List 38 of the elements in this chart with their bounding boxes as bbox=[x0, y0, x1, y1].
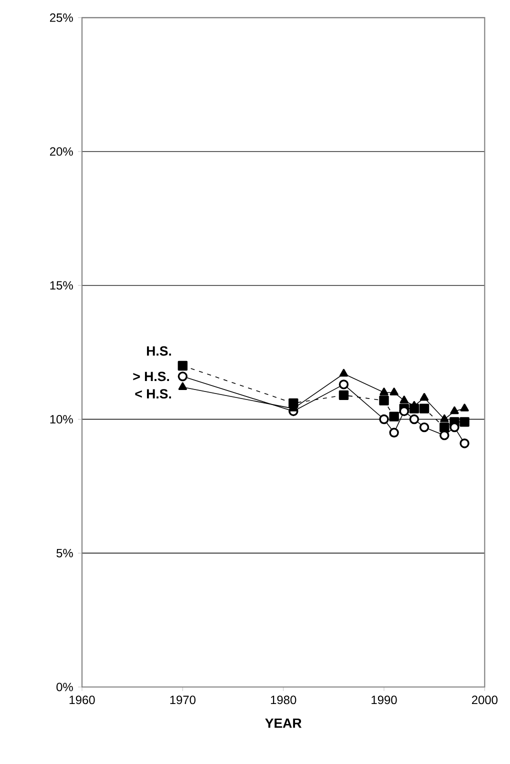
y-tick-label: 15% bbox=[50, 281, 73, 290]
series-label: < H.S. bbox=[135, 389, 172, 399]
point bbox=[339, 368, 348, 377]
point bbox=[379, 414, 389, 424]
point bbox=[178, 382, 187, 390]
y-tick-label: 10% bbox=[50, 415, 73, 424]
series-label: > H.S. bbox=[133, 372, 169, 382]
point bbox=[389, 428, 399, 438]
series-label: H.S. bbox=[146, 346, 172, 356]
point bbox=[419, 404, 430, 414]
y-tick-label: 5% bbox=[56, 548, 73, 558]
point bbox=[338, 390, 349, 400]
point bbox=[460, 438, 470, 448]
point bbox=[338, 380, 349, 390]
point bbox=[178, 360, 188, 371]
point bbox=[379, 396, 389, 406]
x-tick-label: 2000 bbox=[472, 696, 498, 704]
point bbox=[389, 412, 399, 422]
point bbox=[419, 422, 430, 432]
x-tick-label: 1970 bbox=[170, 696, 196, 704]
point bbox=[380, 388, 388, 396]
y-tick-label: 0% bbox=[56, 682, 73, 692]
x-axis-title: YEAR bbox=[265, 718, 302, 728]
point bbox=[409, 414, 420, 424]
point bbox=[460, 404, 469, 412]
y-tick-label: 25% bbox=[50, 13, 73, 22]
x-tick-label: 1980 bbox=[270, 696, 296, 704]
point bbox=[450, 406, 459, 414]
point bbox=[420, 392, 429, 401]
point bbox=[400, 396, 408, 404]
x-tick-label: 1960 bbox=[70, 696, 95, 704]
y-tick-label: 20% bbox=[50, 147, 73, 156]
point bbox=[440, 414, 449, 422]
point bbox=[440, 422, 450, 432]
x-tick-label: 1990 bbox=[372, 696, 397, 704]
point bbox=[390, 388, 398, 396]
point bbox=[460, 417, 470, 427]
point bbox=[178, 372, 188, 382]
